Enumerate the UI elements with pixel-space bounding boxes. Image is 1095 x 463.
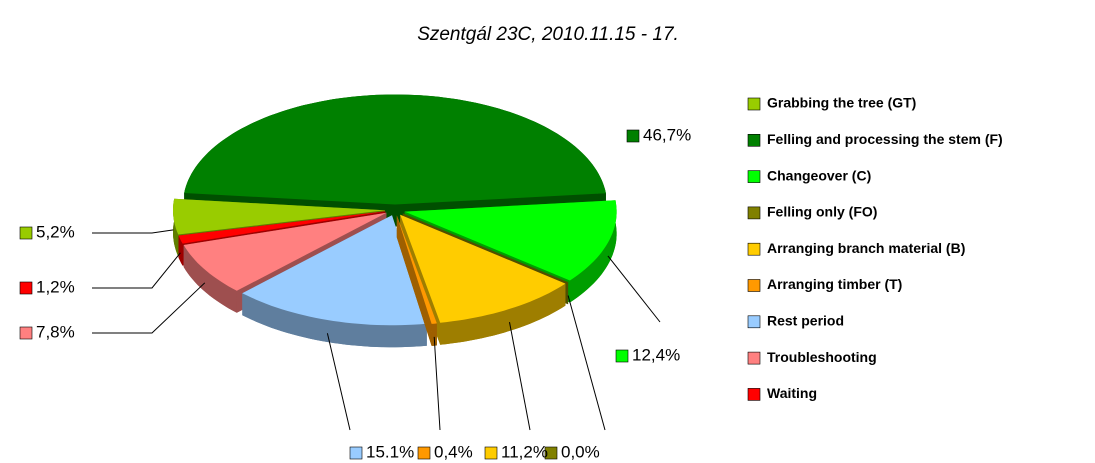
value-label: 7,8% xyxy=(36,322,75,341)
value-label: 46,7% xyxy=(643,125,691,144)
legend-swatch xyxy=(747,170,761,183)
label-swatch xyxy=(484,446,498,460)
slice-side xyxy=(440,283,566,345)
legend-label: Felling only (FO) xyxy=(767,204,877,220)
leader-line xyxy=(567,295,606,431)
value-label: 0,4% xyxy=(434,442,473,461)
slice-side xyxy=(569,200,617,303)
legend-label: Waiting xyxy=(767,385,817,401)
legend-swatch xyxy=(747,242,761,256)
slice xyxy=(396,215,437,324)
leader-line xyxy=(92,282,206,334)
legend-swatch xyxy=(747,388,761,401)
legend-swatch xyxy=(747,134,761,147)
slice xyxy=(184,94,606,205)
label-swatch xyxy=(19,326,33,340)
slice-side xyxy=(183,245,237,313)
slice xyxy=(183,212,387,291)
slice xyxy=(400,214,566,323)
legend-swatch xyxy=(747,206,761,220)
leader-line xyxy=(433,336,441,431)
slice-side xyxy=(242,293,427,348)
slice-side xyxy=(431,323,437,346)
legend-label: Grabbing the tree (GT) xyxy=(767,95,916,111)
value-label: 0,0% xyxy=(561,442,600,461)
value-label: 11,2% xyxy=(501,442,548,461)
label-swatch xyxy=(544,446,558,460)
legend-label: Changeover (C) xyxy=(767,167,871,183)
slice-side xyxy=(178,235,183,266)
label-swatch xyxy=(626,129,640,143)
legend-label: Arranging timber (T) xyxy=(767,276,902,292)
leader-line xyxy=(92,252,181,289)
slice-side xyxy=(396,215,432,346)
leader-line xyxy=(92,229,174,234)
legend-swatch xyxy=(747,97,761,111)
legend-label: Troubleshooting xyxy=(767,349,877,365)
value-label: 1,2% xyxy=(36,277,75,296)
label-swatch xyxy=(417,446,431,460)
slice xyxy=(242,215,427,326)
label-swatch xyxy=(615,349,629,363)
legend-label: Felling and processing the stem (F) xyxy=(767,131,1003,147)
slice xyxy=(173,198,385,235)
leader-line xyxy=(509,322,531,431)
label-swatch xyxy=(19,226,33,240)
slice xyxy=(402,213,569,283)
legend-swatch xyxy=(747,279,761,292)
legend-label: Rest period xyxy=(767,313,844,329)
slice-side xyxy=(173,198,179,257)
chart-title: Szentgál 23C, 2010.11.15 - 17. xyxy=(417,24,679,45)
value-label: 12,4% xyxy=(632,345,680,364)
leader-line xyxy=(607,255,661,323)
legend-swatch xyxy=(747,351,761,365)
label-swatch xyxy=(19,281,33,295)
slice xyxy=(404,200,617,281)
legend-label: Arranging branch material (B) xyxy=(767,240,965,256)
label-swatch xyxy=(349,446,363,460)
value-label: 15.1% xyxy=(366,442,414,461)
legend-swatch xyxy=(747,315,761,329)
value-label: 5,2% xyxy=(36,222,75,241)
slice xyxy=(178,211,386,244)
leader-line xyxy=(326,333,351,431)
